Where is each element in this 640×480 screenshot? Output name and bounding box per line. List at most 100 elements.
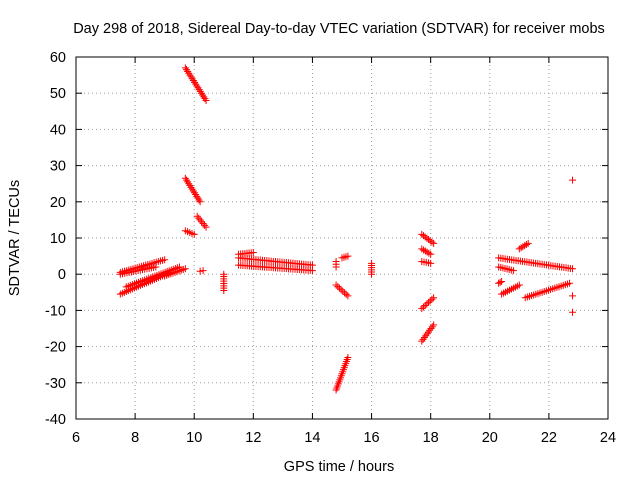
y-tick-label: 50 <box>50 86 66 102</box>
data-point <box>344 353 352 361</box>
x-tick-label: 14 <box>304 430 320 446</box>
data-point <box>194 84 202 92</box>
data-point <box>190 189 198 197</box>
data-point <box>188 185 196 193</box>
data-point <box>188 75 196 83</box>
data-point <box>569 176 577 184</box>
data-point <box>424 328 432 336</box>
data-point <box>519 243 527 251</box>
data-point <box>185 180 193 188</box>
data-point <box>427 250 435 258</box>
data-point <box>192 191 200 199</box>
data-point <box>344 252 352 260</box>
data-point <box>418 337 426 345</box>
y-tick-label: 30 <box>50 159 66 175</box>
data-point <box>197 89 205 97</box>
data-point <box>199 267 207 275</box>
data-point <box>183 66 191 74</box>
x-tick-label: 10 <box>186 430 202 446</box>
data-point <box>524 239 532 247</box>
data-point <box>344 292 352 300</box>
data-point <box>186 71 194 79</box>
data-point <box>200 93 208 101</box>
data-point <box>428 295 436 303</box>
y-tick-label: 0 <box>58 267 66 283</box>
data-point <box>422 332 430 340</box>
data-point <box>202 223 210 231</box>
data-point <box>308 267 316 275</box>
data-point <box>192 80 200 88</box>
data-point <box>423 248 431 256</box>
data-point <box>190 230 198 238</box>
data-point <box>420 334 428 342</box>
data-point <box>425 249 433 257</box>
y-axis-label: SDTVAR / TECUs <box>7 180 23 296</box>
data-point <box>419 335 427 343</box>
data-point <box>423 330 431 338</box>
x-tick-label: 12 <box>245 430 261 446</box>
data-point <box>428 238 436 246</box>
data-point <box>496 278 504 286</box>
y-tick-label: 40 <box>50 122 66 138</box>
data-point <box>566 279 574 287</box>
y-tick-label: 60 <box>50 50 66 66</box>
data-points <box>116 64 577 394</box>
x-axis-label: GPS time / hours <box>284 459 394 475</box>
data-point <box>184 178 192 186</box>
data-point <box>187 73 195 81</box>
gridlines <box>76 57 608 419</box>
x-tick-label: 20 <box>482 430 498 446</box>
x-tick-label: 22 <box>541 430 557 446</box>
data-point <box>430 321 438 329</box>
y-axis-ticks: -40 -30 -20 -10 0 10 20 30 40 50 60 <box>45 50 608 428</box>
y-tick-label: -10 <box>45 303 66 319</box>
data-point <box>195 86 203 94</box>
data-point <box>418 305 426 313</box>
x-tick-label: 16 <box>363 430 379 446</box>
data-point <box>515 281 523 289</box>
data-point <box>425 298 433 306</box>
data-point <box>569 265 577 273</box>
data-point <box>220 286 228 294</box>
data-point <box>420 246 428 254</box>
data-point <box>498 277 506 285</box>
data-point <box>194 194 202 202</box>
y-tick-label: -30 <box>45 376 66 392</box>
data-point <box>249 248 257 256</box>
data-point <box>427 259 435 267</box>
data-point <box>196 198 204 206</box>
data-point <box>195 196 203 204</box>
data-point <box>196 216 204 224</box>
data-point <box>189 187 197 195</box>
data-point <box>161 256 169 264</box>
data-point <box>515 245 523 253</box>
data-point <box>186 182 194 190</box>
data-point <box>199 220 207 228</box>
x-tick-label: 8 <box>131 430 139 446</box>
data-point <box>423 300 431 308</box>
data-point <box>337 286 345 294</box>
data-point <box>191 78 199 86</box>
data-point <box>189 77 197 85</box>
data-point <box>202 96 210 104</box>
data-point <box>198 218 206 226</box>
data-point <box>187 183 195 191</box>
y-tick-label: -20 <box>45 340 66 356</box>
data-point <box>427 325 435 332</box>
y-tick-label: 10 <box>50 231 66 247</box>
data-point <box>342 290 350 298</box>
x-tick-label: 18 <box>423 430 439 446</box>
data-point <box>569 308 577 316</box>
data-point <box>181 265 189 273</box>
data-point <box>332 258 340 266</box>
data-point <box>193 82 201 90</box>
data-point <box>181 174 189 182</box>
data-point <box>152 263 160 271</box>
data-point <box>334 283 342 291</box>
data-point <box>195 214 203 222</box>
data-point <box>193 212 201 220</box>
data-point <box>341 289 349 297</box>
x-axis-ticks: 6 8 10 12 14 16 18 20 22 24 <box>72 57 616 446</box>
data-point <box>185 69 193 77</box>
